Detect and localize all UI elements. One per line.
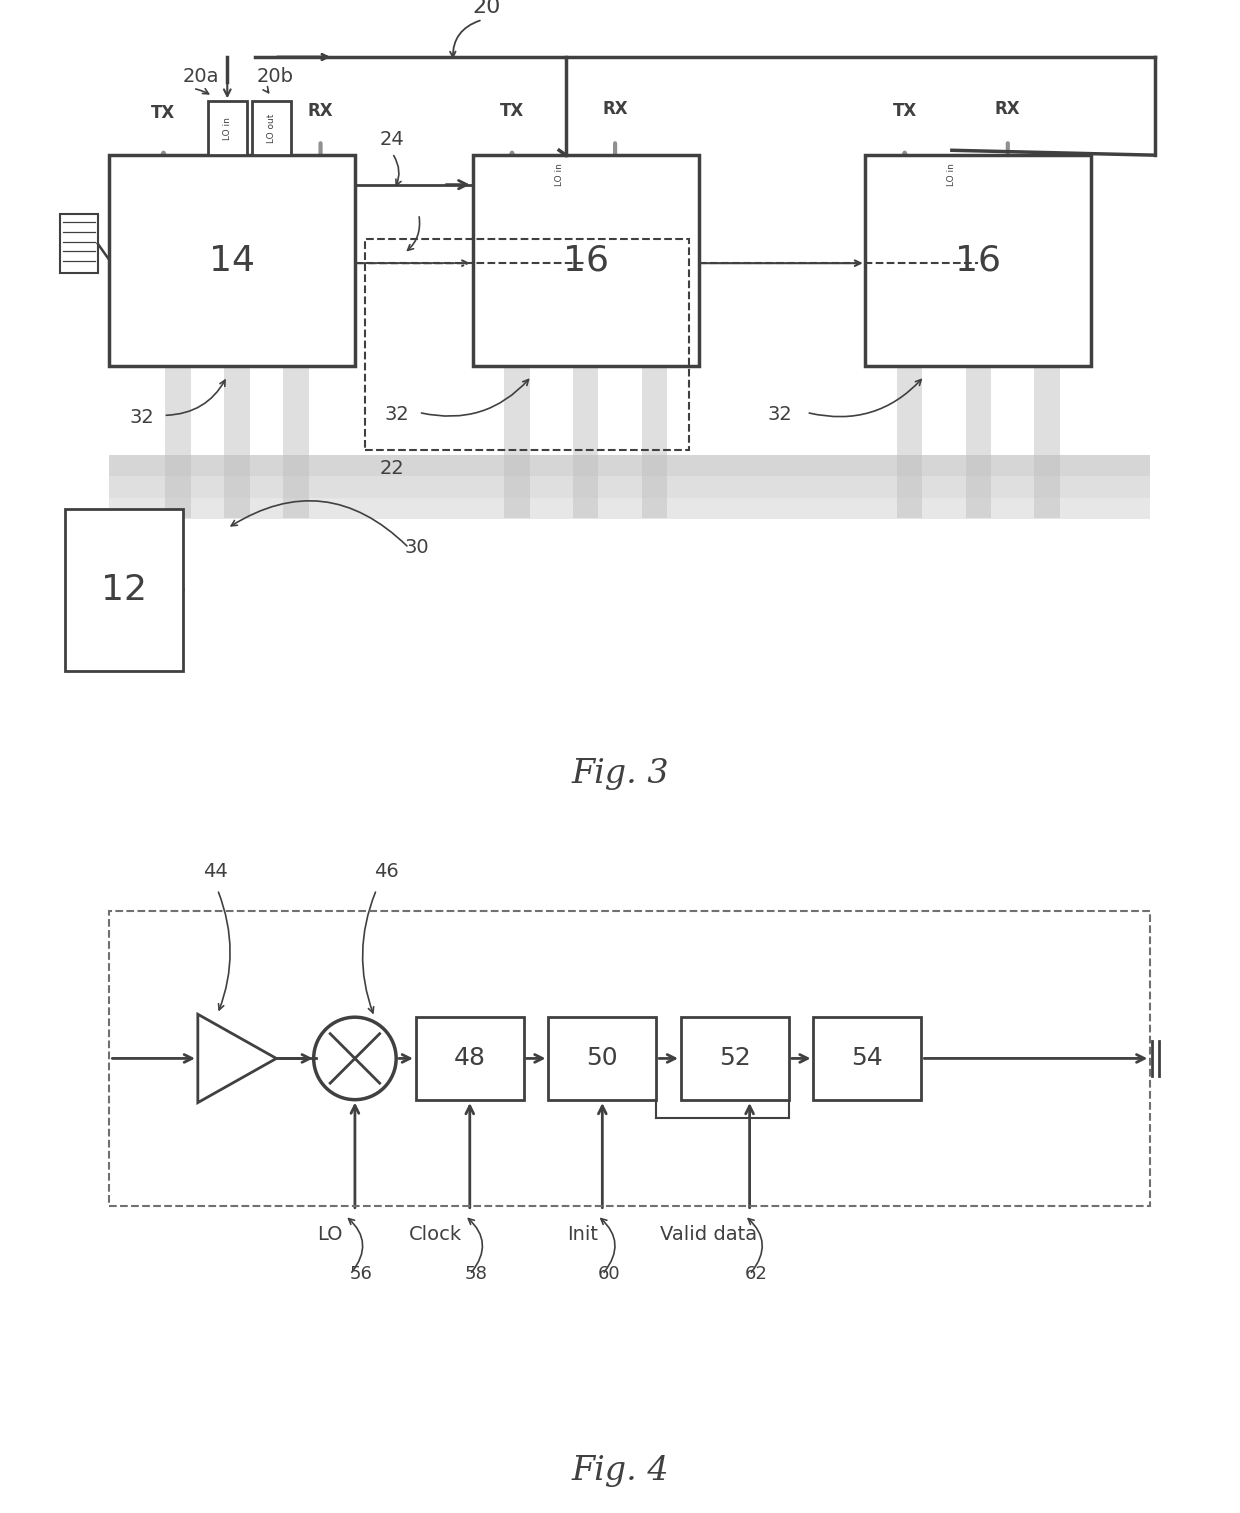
Text: LO: LO	[317, 1226, 343, 1244]
Bar	[109, 454, 1151, 477]
Text: LO out: LO out	[267, 113, 277, 142]
Bar	[1034, 366, 1060, 519]
Bar	[866, 156, 1091, 366]
Text: 48: 48	[454, 1047, 486, 1070]
Text: Valid data: Valid data	[660, 1226, 756, 1244]
Bar	[681, 1017, 789, 1100]
Text: 14: 14	[210, 244, 255, 278]
Text: 30: 30	[404, 537, 429, 557]
Bar	[66, 508, 184, 670]
Bar	[472, 156, 698, 366]
Text: 50: 50	[587, 1047, 619, 1070]
Text: 22: 22	[379, 460, 404, 478]
Bar	[573, 366, 599, 519]
Bar	[61, 215, 98, 272]
Text: LO in: LO in	[554, 163, 564, 186]
Text: Fig. 4: Fig. 4	[572, 1456, 668, 1487]
Text: RX: RX	[308, 101, 334, 120]
Text: RX: RX	[603, 100, 627, 118]
Bar	[897, 366, 923, 519]
Text: Clock: Clock	[409, 1226, 463, 1244]
Bar	[207, 101, 247, 156]
Bar	[813, 1017, 921, 1100]
Text: LO in: LO in	[947, 163, 956, 186]
Text: Init: Init	[567, 1226, 598, 1244]
Bar	[365, 239, 688, 449]
Text: 32: 32	[384, 405, 409, 424]
Text: 20b: 20b	[257, 67, 294, 86]
Bar	[165, 366, 191, 519]
Bar	[415, 1017, 523, 1100]
Bar	[548, 1017, 656, 1100]
Text: 46: 46	[374, 862, 399, 881]
Text: 58: 58	[465, 1265, 487, 1283]
Text: 54: 54	[852, 1047, 883, 1070]
Text: 60: 60	[598, 1265, 620, 1283]
Text: 52: 52	[719, 1047, 750, 1070]
Bar	[224, 366, 250, 519]
Text: 16: 16	[563, 244, 609, 278]
Bar	[252, 101, 291, 156]
Text: 32: 32	[129, 409, 154, 427]
Text: TX: TX	[893, 101, 916, 120]
Text: TX: TX	[151, 104, 176, 123]
Text: 32: 32	[768, 405, 792, 424]
Bar	[109, 911, 1151, 1206]
Text: 20a: 20a	[184, 67, 219, 86]
Text: TX: TX	[500, 101, 525, 120]
Bar	[109, 156, 355, 366]
Text: 16: 16	[955, 244, 1002, 278]
Bar	[505, 366, 529, 519]
Text: RX: RX	[994, 100, 1021, 118]
Bar	[966, 366, 991, 519]
Text: 20: 20	[472, 0, 501, 17]
Text: 24: 24	[379, 130, 404, 150]
Bar	[109, 498, 1151, 519]
Text: LO in: LO in	[223, 117, 232, 139]
Bar	[641, 366, 667, 519]
Text: 62: 62	[745, 1265, 768, 1283]
Bar	[109, 477, 1151, 498]
Text: Fig. 3: Fig. 3	[572, 758, 668, 790]
Text: 44: 44	[202, 862, 227, 881]
Text: 56: 56	[350, 1265, 373, 1283]
Bar	[283, 366, 309, 519]
Text: 12: 12	[102, 572, 148, 607]
